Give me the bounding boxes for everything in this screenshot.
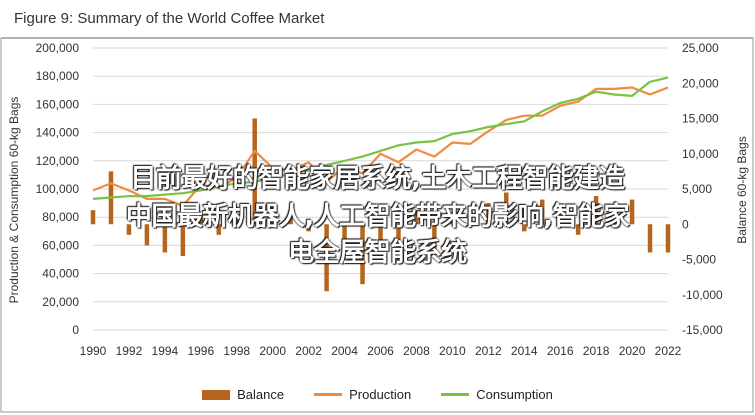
- gridlines: [93, 47, 668, 331]
- balance-bar: [486, 203, 491, 225]
- left-tick-label: 80,000: [42, 210, 79, 224]
- x-tick-label: 2010: [439, 344, 466, 358]
- left-tick-label: 160,000: [36, 97, 80, 111]
- x-tick-label: 2022: [655, 344, 682, 358]
- balance-bar: [162, 224, 168, 253]
- x-tick-label: 1990: [80, 344, 107, 358]
- x-tick-label: 2014: [511, 344, 538, 358]
- right-tick-label: -5,000: [682, 253, 716, 267]
- right-tick-label: 25,000: [682, 41, 719, 55]
- balance-bar: [629, 199, 635, 225]
- left-axis-label: Production & Consumption 60-kg Bags: [7, 97, 21, 304]
- balance-bar: [539, 199, 545, 225]
- balance-bar: [665, 224, 671, 253]
- balance-bar: [468, 210, 473, 225]
- overlay-text-line-2: 中国最新机器人,人工智能带来的影响,智能家: [125, 202, 630, 232]
- balance-bar: [575, 224, 581, 235]
- legend: Balance Production Consumption: [0, 387, 755, 402]
- right-tick-label: 20,000: [682, 76, 719, 90]
- right-tick-label: -10,000: [682, 288, 723, 302]
- balance-bar: [126, 224, 132, 235]
- right-axis-label: Balance 60-kg Bags: [735, 136, 749, 243]
- right-axis-ticks: -15,000 -10,000 -5,000 0 5,000 10,000 15,000 20…: [682, 41, 723, 337]
- x-tick-label: 2016: [547, 344, 574, 358]
- right-tick-label: 15,000: [682, 112, 719, 126]
- balance-bar: [378, 224, 383, 242]
- balance-bar: [611, 224, 617, 228]
- balance-bar: [557, 224, 563, 228]
- balance-bar: [432, 224, 437, 249]
- balance-bar: [593, 196, 599, 225]
- balance-bar: [216, 224, 222, 235]
- x-tick-label: 1996: [187, 344, 214, 358]
- balance-bar: [198, 217, 204, 225]
- left-tick-label: 100,000: [36, 182, 80, 196]
- x-tick-label: 2006: [367, 344, 394, 358]
- left-tick-label: 140,000: [36, 126, 80, 140]
- right-tick-label: 10,000: [682, 147, 719, 161]
- left-tick-label: 120,000: [36, 154, 80, 168]
- x-tick-label: 2018: [583, 344, 610, 358]
- overlay-text-line-3: 电全屋智能系统: [288, 238, 467, 268]
- x-tick-label: 2020: [619, 344, 646, 358]
- right-tick-label: 5,000: [682, 182, 712, 196]
- consumption-line: [92, 76, 669, 200]
- left-tick-label: 20,000: [42, 295, 79, 309]
- left-tick-label: 60,000: [42, 238, 79, 252]
- legend-swatch-production: [314, 393, 343, 396]
- balance-bar: [342, 224, 347, 253]
- legend-label-consumption: Consumption: [476, 387, 553, 402]
- legend-item-consumption: Consumption: [441, 387, 553, 402]
- balance-bar: [306, 224, 311, 232]
- balance-bar: [450, 217, 455, 225]
- balance-bar: [324, 224, 329, 292]
- x-tick-label: 1994: [152, 344, 179, 358]
- balance-bar: [522, 224, 527, 232]
- x-tick-label: 2002: [295, 344, 322, 358]
- left-tick-label: 40,000: [42, 267, 79, 281]
- balance-bar: [144, 224, 150, 246]
- left-axis-ticks: 0 20,000 40,000 60,000 80,000 100,000 120,000 1…: [36, 41, 80, 337]
- x-tick-label: 2004: [331, 344, 358, 358]
- left-tick-label: 200,000: [36, 41, 80, 55]
- balance-bar: [504, 192, 509, 225]
- balance-bar: [180, 224, 186, 256]
- legend-swatch-balance: [202, 389, 231, 400]
- right-tick-label: -15,000: [682, 323, 723, 337]
- overlay-text-line-1: 目前最好的智能家居系统,土木工程智能建造: [130, 164, 625, 194]
- balance-bar: [234, 213, 239, 225]
- legend-label-balance: Balance: [237, 387, 285, 402]
- balance-bar: [396, 224, 401, 260]
- legend-swatch-consumption: [441, 393, 470, 396]
- balance-bar: [414, 210, 419, 225]
- balance-bar: [270, 203, 275, 225]
- balance-bar: [288, 210, 293, 225]
- balance-bar: [647, 224, 653, 253]
- x-tick-label: 1998: [223, 344, 250, 358]
- balance-bar: [360, 224, 365, 285]
- x-tick-label: 2012: [475, 344, 502, 358]
- legend-item-production: Production: [314, 387, 411, 402]
- chart-title: Figure 9: Summary of the World Coffee Ma…: [14, 10, 325, 27]
- balance-bar: [90, 210, 96, 225]
- x-tick-label: 1992: [116, 344, 143, 358]
- right-tick-label: 0: [682, 217, 689, 231]
- x-axis-ticks: 1990 1992 1994 1996 1998 2000 2002 2004 2006 2008…: [80, 344, 682, 358]
- left-tick-label: 0: [72, 323, 79, 337]
- legend-label-production: Production: [349, 387, 412, 402]
- legend-item-balance: Balance: [202, 387, 284, 402]
- x-tick-label: 2000: [259, 344, 286, 358]
- balance-bar: [252, 118, 257, 225]
- x-tick-label: 2008: [403, 344, 430, 358]
- series-lines: [92, 76, 669, 207]
- left-tick-label: 180,000: [36, 69, 80, 83]
- production-line: [92, 86, 669, 207]
